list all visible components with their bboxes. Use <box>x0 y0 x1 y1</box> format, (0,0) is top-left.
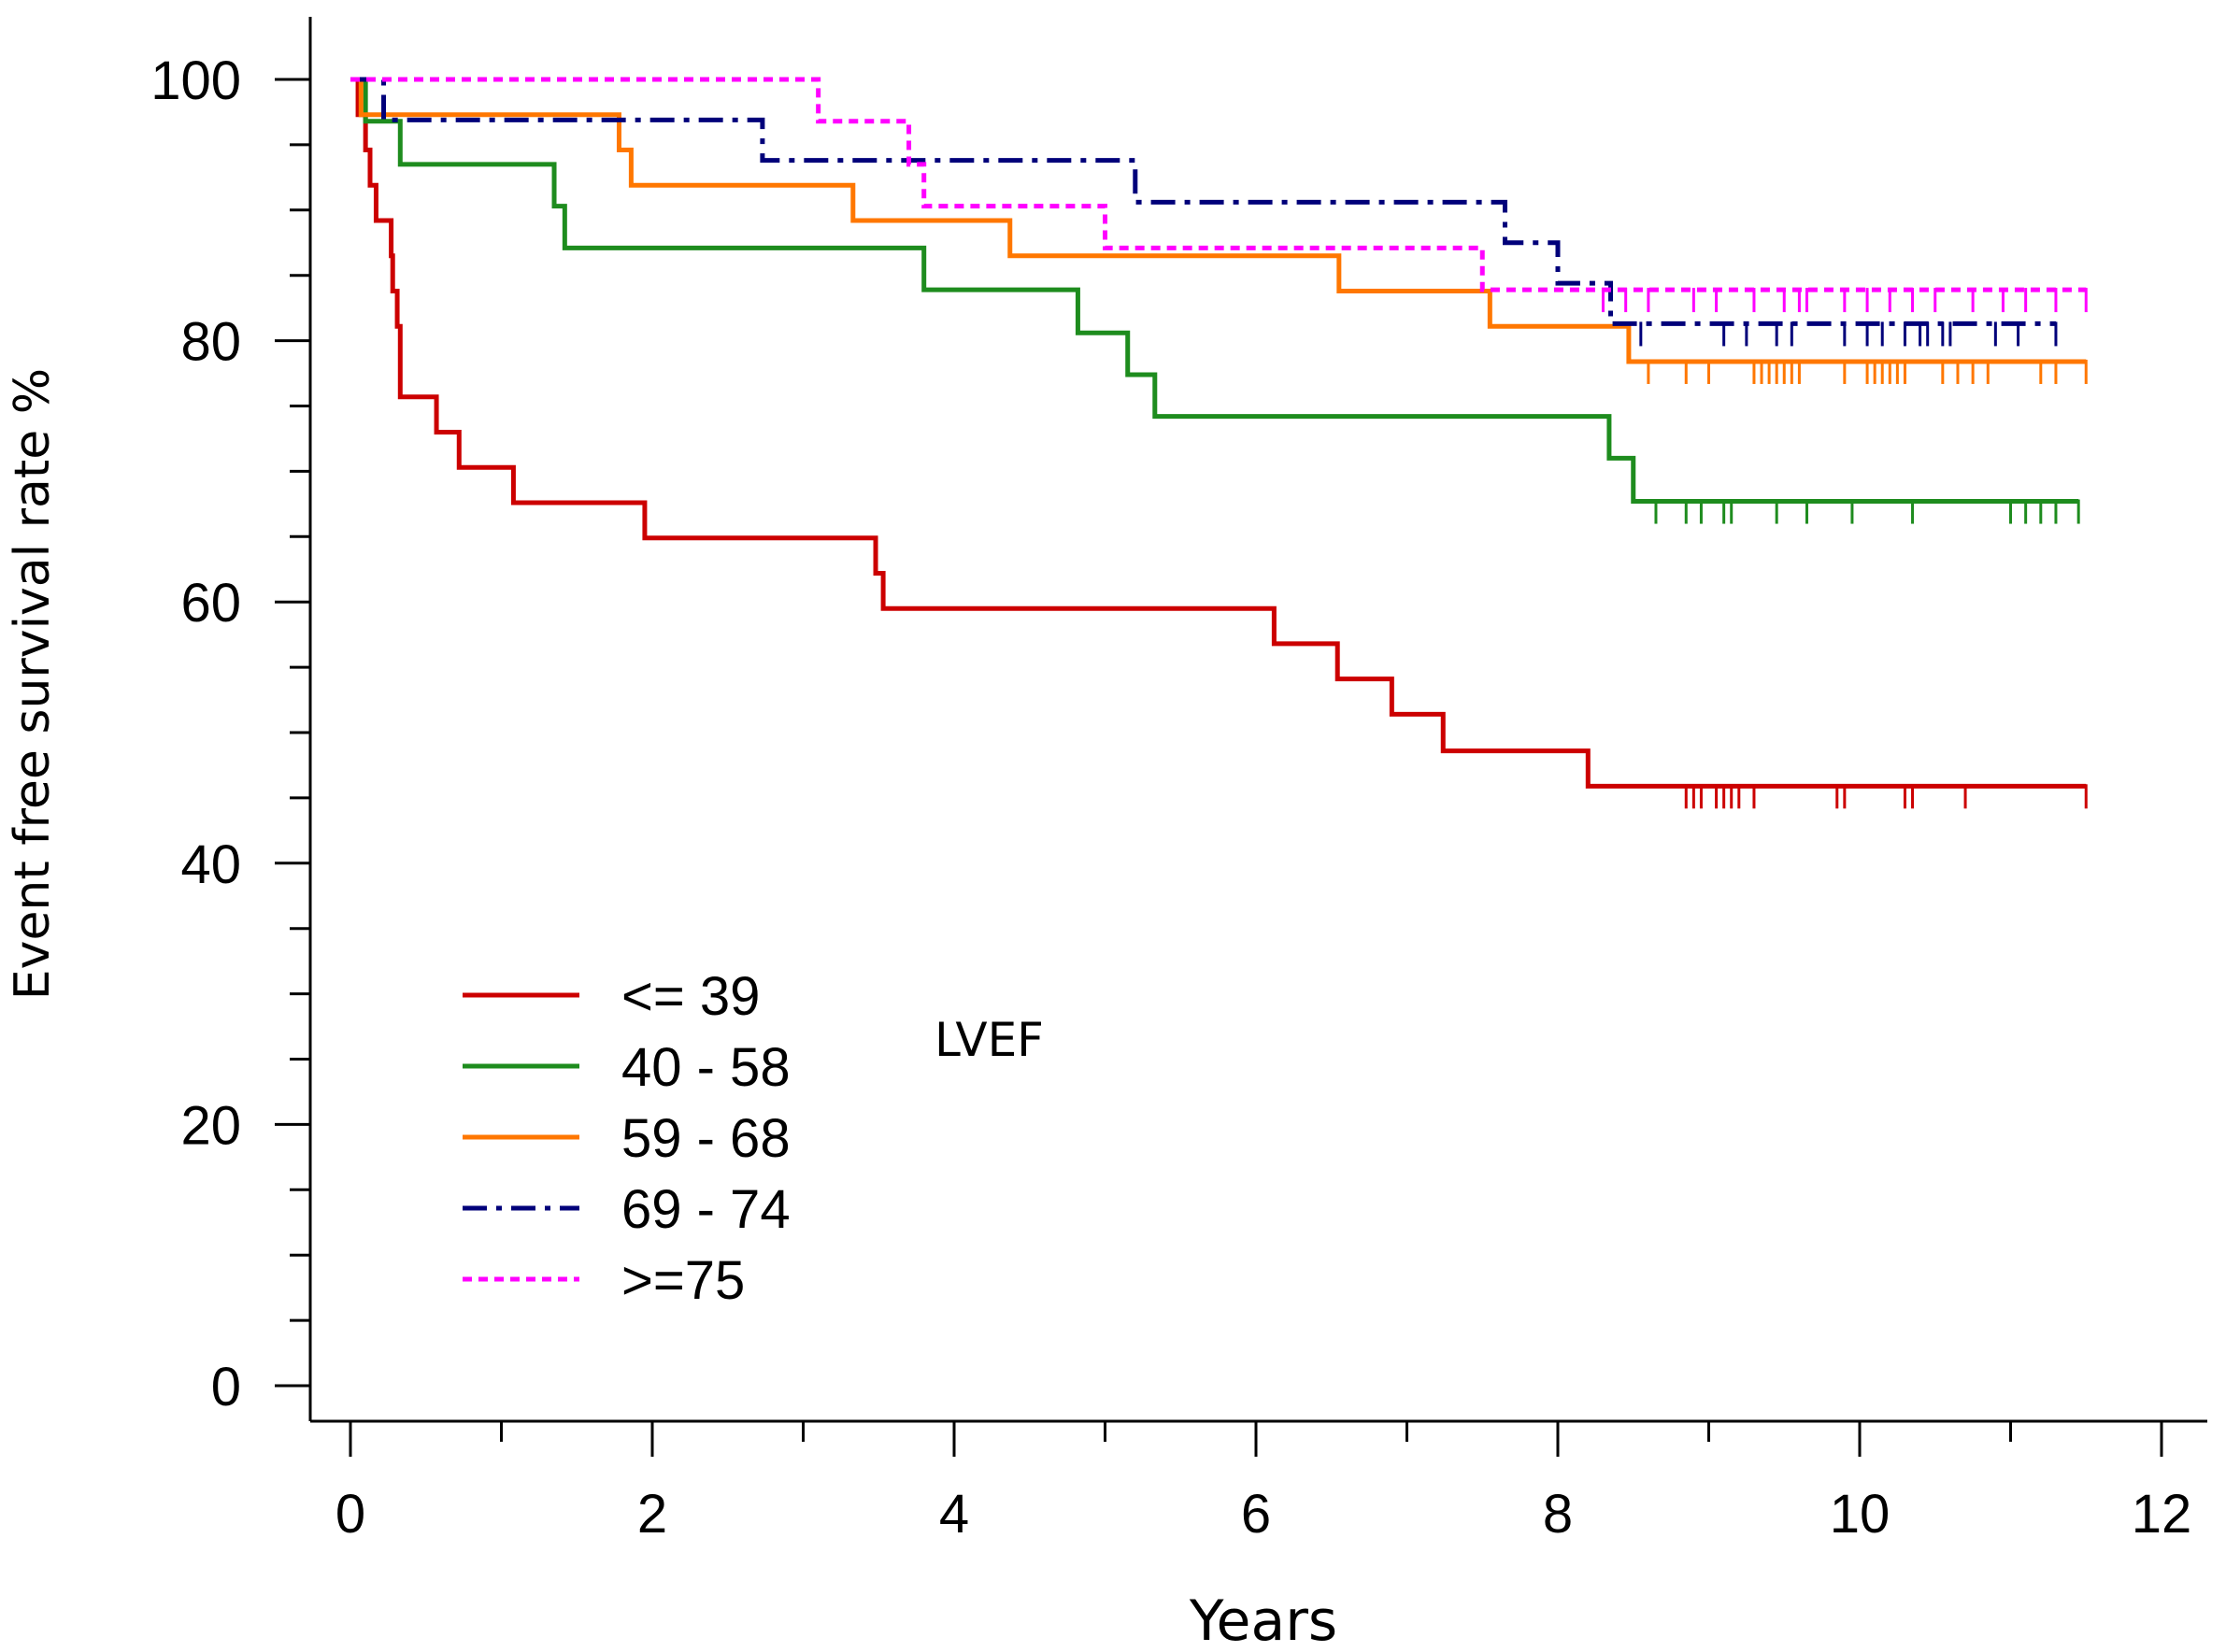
legend-label: >=75 <box>621 1250 745 1311</box>
legend-label: 59 - 68 <box>621 1108 791 1169</box>
series-4 <box>350 77 2058 347</box>
legend-label: 40 - 58 <box>621 1037 791 1098</box>
y-tick-label: 0 <box>211 1357 241 1417</box>
legend-title: LVEF <box>935 1013 1044 1067</box>
x-tick-label: 0 <box>335 1484 365 1545</box>
survival-curve <box>350 77 2087 364</box>
survival-curve <box>350 77 2079 505</box>
y-tick-label: 20 <box>180 1095 241 1156</box>
legend: <= 39 40 - 58 59 - 68 69 - 74 >=75 <box>463 966 791 1311</box>
y-tick-label: 80 <box>180 312 241 373</box>
x-tick-label: 10 <box>1830 1484 1891 1545</box>
legend-label: 69 - 74 <box>621 1179 791 1240</box>
series-2 <box>350 77 2080 524</box>
survival-curve <box>350 77 2087 789</box>
x-tick-label: 12 <box>2132 1484 2192 1545</box>
x-tick-label: 2 <box>637 1484 667 1545</box>
x-axis-title: Years <box>1189 1588 1337 1652</box>
x-tick-label: 4 <box>939 1484 969 1545</box>
series-1 <box>350 77 2088 809</box>
x-tick-label: 8 <box>1543 1484 1573 1545</box>
survival-curve <box>350 77 2056 326</box>
axes: 0 20 40 60 80 100 0 2 4 6 8 10 12 <box>150 17 2207 1545</box>
survival-curve <box>350 77 2087 292</box>
legend-label: <= 39 <box>621 966 760 1027</box>
y-tick-label: 100 <box>150 50 241 111</box>
y-axis-title: Event free survival rate % <box>5 368 61 1000</box>
y-tick-label: 60 <box>180 573 241 634</box>
survival-curves <box>350 77 2088 809</box>
x-tick-label: 6 <box>1241 1484 1271 1545</box>
series-3 <box>350 77 2088 384</box>
y-tick-label: 40 <box>180 834 241 895</box>
series-5 <box>350 77 2088 313</box>
